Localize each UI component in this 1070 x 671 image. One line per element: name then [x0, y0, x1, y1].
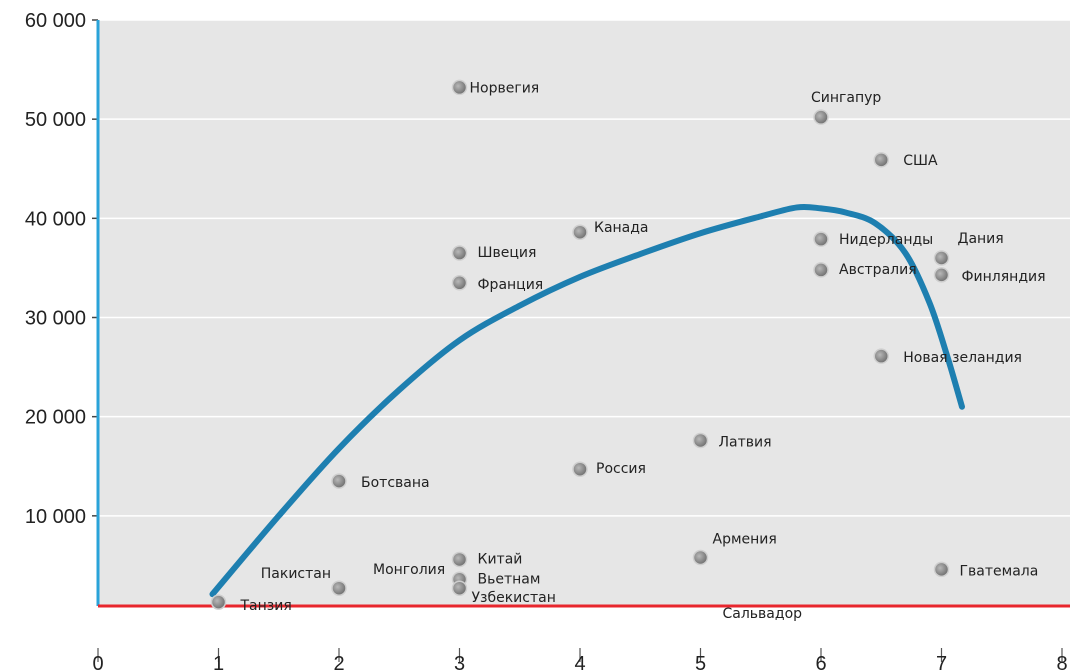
point-label: Финляндия: [962, 269, 1046, 285]
x-tick-label: 3: [454, 653, 465, 671]
x-tick-label: 5: [695, 653, 706, 671]
point-label: Сальвадор: [723, 606, 803, 622]
point-label: США: [903, 153, 938, 169]
point-label: Франция: [478, 277, 544, 293]
point-label: Китай: [478, 551, 523, 567]
point-label: Швеция: [478, 245, 537, 261]
point-label: Монголия: [373, 562, 445, 578]
point-label: Норвегия: [470, 80, 540, 96]
data-point: [572, 224, 588, 240]
x-tick-label: 4: [574, 653, 585, 671]
data-point: [331, 473, 347, 489]
data-point: [933, 267, 950, 283]
point-label: Австралия: [839, 262, 917, 278]
plot-area: [98, 20, 1070, 606]
x-tick-label: 1: [213, 653, 224, 671]
y-tick-label: 20 000: [25, 407, 86, 429]
data-point: [692, 549, 709, 566]
trend-line: [209, 203, 965, 598]
data-point: [813, 231, 829, 247]
point-label: Дания: [958, 231, 1004, 247]
point-label: Новая зеландия: [903, 350, 1022, 366]
data-point: [210, 594, 227, 610]
data-point: [451, 551, 468, 568]
x-tick-label: 2: [333, 653, 344, 671]
point-label: Пакистан: [261, 566, 331, 582]
data-point: [933, 250, 950, 266]
point-label: Латвия: [719, 434, 772, 450]
y-tick-label: 50 000: [25, 109, 86, 131]
point-label: Узбекистан: [472, 590, 556, 606]
point-label: Гватемала: [960, 563, 1039, 579]
point-label: Россия: [596, 461, 646, 477]
point-label: Канада: [594, 220, 649, 236]
data-point: [451, 245, 468, 261]
y-tick-label: 40 000: [25, 208, 86, 230]
x-tick-label: 7: [936, 653, 947, 671]
x-tick-label: 6: [815, 653, 826, 671]
data-point: [813, 262, 829, 278]
y-tick-label: 10 000: [25, 506, 86, 528]
point-label: Нидерланды: [839, 232, 933, 248]
point-label: Армения: [713, 531, 777, 547]
data-point: [692, 432, 709, 449]
point-label: Танзия: [240, 598, 292, 614]
x-tick-label: 8: [1056, 653, 1067, 671]
data-point: [451, 580, 468, 596]
data-point: [873, 152, 889, 168]
y-tick-label: 30 000: [25, 308, 86, 330]
point-label: Сингапур: [811, 90, 881, 106]
point-label: Ботсвана: [361, 475, 430, 491]
point-label: Вьетнам: [478, 571, 541, 587]
x-tick-label: 0: [92, 653, 103, 671]
y-tick-label: 60 000: [25, 10, 86, 32]
data-point: [331, 580, 347, 596]
data-point: [451, 79, 468, 96]
data-point: [813, 109, 829, 125]
data-point: [451, 275, 468, 291]
data-point: [933, 561, 950, 578]
data-point: [572, 461, 588, 477]
data-point: [873, 348, 889, 364]
